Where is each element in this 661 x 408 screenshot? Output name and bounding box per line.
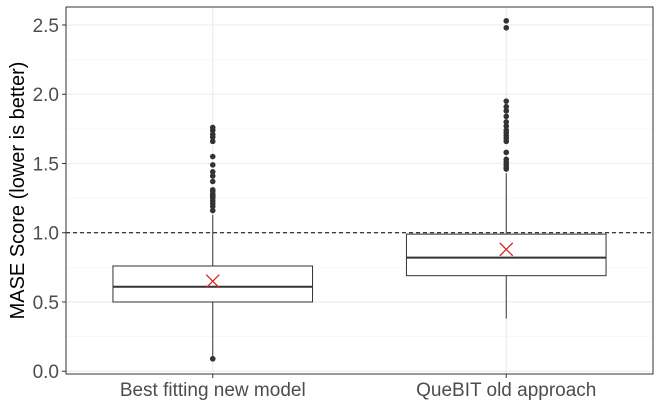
outlier-point — [503, 113, 510, 120]
box — [405, 233, 607, 277]
outlier-point — [209, 173, 216, 179]
mean-marker — [499, 242, 514, 257]
y-tick-label: 1.5 — [33, 154, 59, 175]
box-group — [112, 124, 314, 362]
outlier-point — [503, 24, 510, 31]
x-tick-label: Best fitting new model — [120, 380, 306, 401]
outlier-point — [209, 131, 216, 138]
outlier-point — [503, 156, 510, 163]
y-tick-label: 0.5 — [33, 293, 59, 314]
outlier-point — [209, 162, 216, 168]
outlier-point — [503, 108, 510, 114]
outlier-point — [503, 149, 510, 156]
outlier-point — [209, 138, 216, 145]
mean-marker — [205, 274, 220, 289]
outlier-point — [503, 127, 510, 134]
outlier-point — [209, 207, 216, 214]
outlier-point — [209, 187, 216, 193]
box-group — [405, 18, 607, 319]
outlier-point — [209, 355, 216, 362]
y-axis-title: MASE Score (lower is better) — [7, 62, 29, 320]
outlier-point — [503, 123, 510, 129]
y-axis: 0.0 0.5 1.0 1.5 2.0 2.5 — [33, 16, 66, 383]
outlier-point — [209, 169, 216, 175]
y-tick-label: 2.0 — [33, 85, 59, 106]
y-tick-label: 2.5 — [33, 16, 59, 37]
boxes — [112, 18, 607, 362]
outlier-point — [209, 124, 216, 131]
panel-border — [65, 6, 654, 375]
outlier-point — [503, 98, 510, 104]
y-tick-label: 0.0 — [33, 362, 59, 383]
outlier-point — [209, 153, 216, 160]
outlier-point — [209, 178, 216, 185]
outlier-point — [503, 18, 510, 24]
box — [112, 265, 314, 303]
x-axis: Best fitting new model QueBIT old approac… — [120, 374, 596, 401]
y-tick-label: 1.0 — [33, 224, 59, 245]
outlier-point — [503, 119, 510, 125]
outlier-point — [503, 103, 510, 110]
x-tick-label: QueBIT old approach — [416, 380, 596, 401]
grid — [66, 7, 653, 374]
